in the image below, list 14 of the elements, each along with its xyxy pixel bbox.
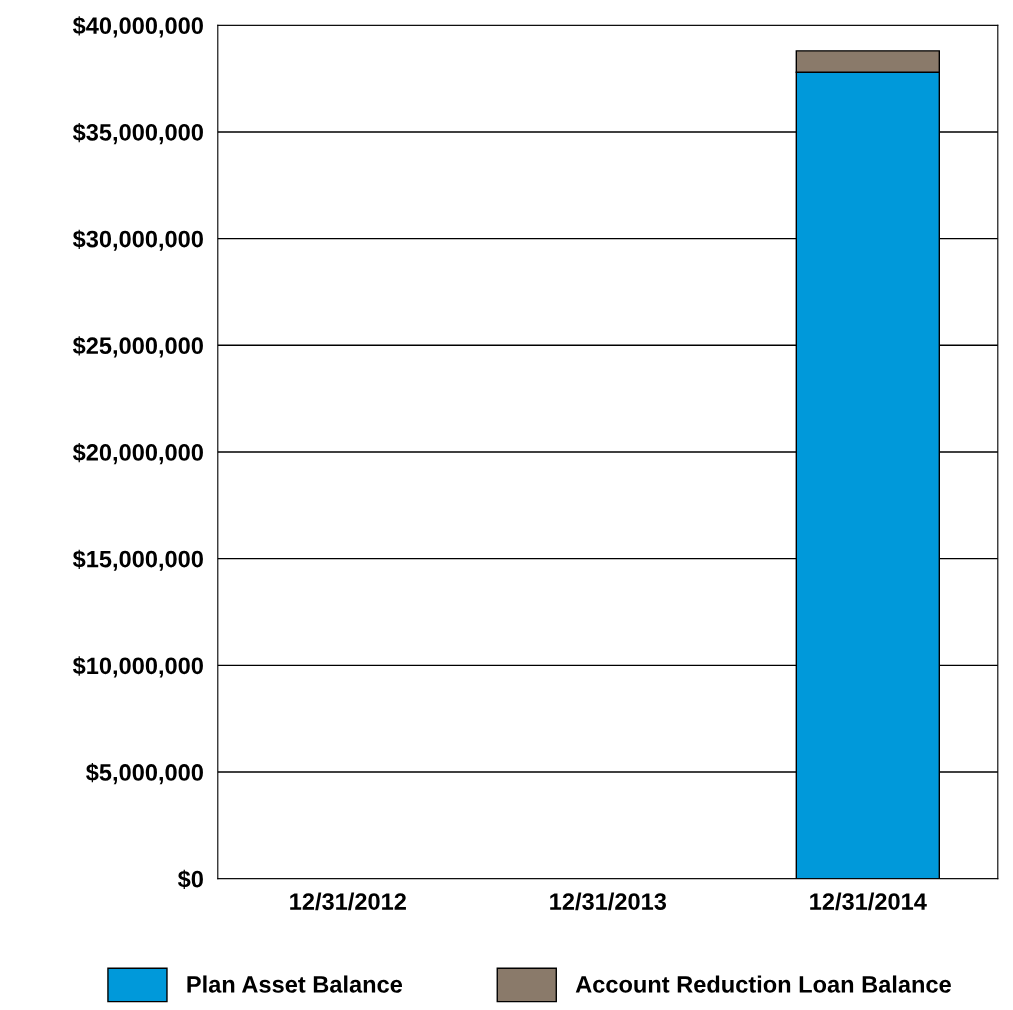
y-tick-label: $15,000,000	[72, 549, 203, 571]
legend-label: Plan Asset Balance	[187, 975, 403, 993]
y-tick-label: $30,000,000	[72, 229, 203, 251]
y-tick-label: $5,000,000	[86, 763, 203, 785]
y-tick-label: $0	[177, 869, 203, 890]
y-tick-label: $35,000,000	[72, 122, 203, 145]
x-tick-label: 12/31/2014	[810, 892, 927, 911]
x-tick-label: 12/31/2013	[550, 892, 667, 911]
y-tick-label: $40,000,000	[72, 16, 203, 38]
y-tick-label: $25,000,000	[72, 336, 203, 358]
x-tick-label: 12/31/2012	[290, 892, 406, 911]
y-tick-label: $20,000,000	[72, 443, 203, 465]
y-tick-label: $10,000,000	[72, 656, 203, 678]
legend-label: Account Reduction Loan Balance	[575, 975, 951, 993]
